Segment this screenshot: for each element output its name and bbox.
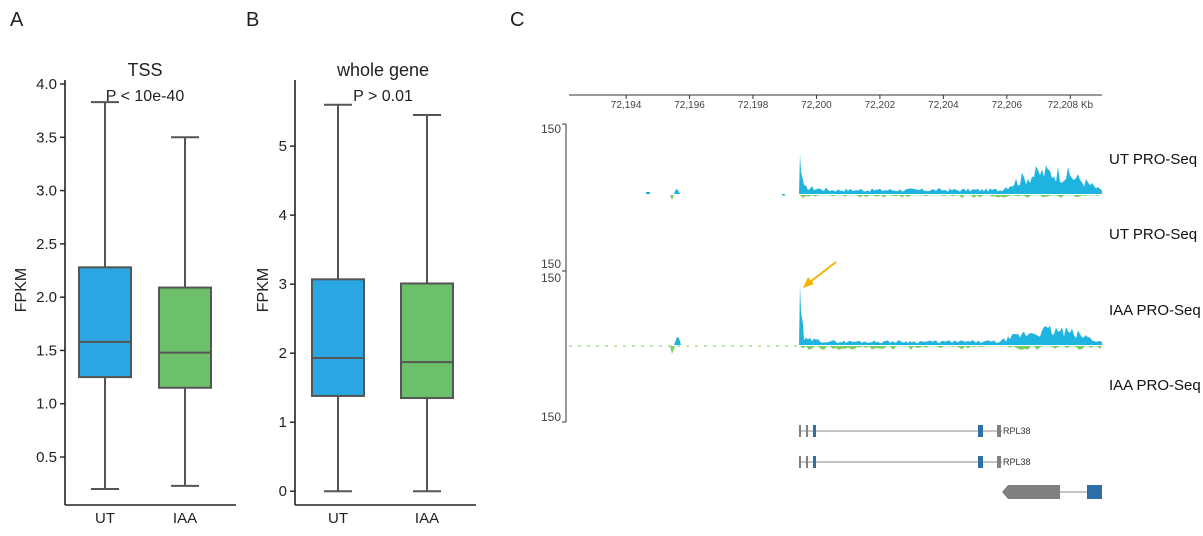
box-iaa [158, 136, 212, 487]
y-tick-label: 0 [279, 483, 287, 500]
gene-model-neighbor [1002, 485, 1102, 499]
ruler-tick-label: 72,194 [611, 100, 642, 111]
scale-label: 150 [541, 122, 561, 136]
box-ut [311, 103, 365, 493]
ruler-tick-label: 72,202 [865, 100, 896, 111]
gene-model-rpl38: RPL38 [799, 425, 1031, 437]
y-tick-label: 2.5 [36, 236, 57, 253]
peak-arrow-head [803, 277, 814, 288]
scale-label: 150 [541, 410, 561, 424]
y-tick-label: 3.5 [36, 129, 57, 146]
iqr-box [311, 278, 365, 397]
track-label: UT PRO-Seq [1109, 151, 1197, 168]
ut-plus-strand-signal [797, 154, 1102, 194]
gene-model-rpl38: RPL38 [799, 456, 1031, 468]
box-ut [78, 101, 132, 491]
p-value-annotation: P < 10e-40 [106, 88, 185, 105]
track-label: IAA PRO-Seq [1109, 302, 1201, 319]
iqr-box [400, 282, 454, 400]
ruler-tick-label: 72,196 [674, 100, 705, 111]
gene-label: RPL38 [1003, 426, 1031, 436]
peak-arrow [809, 261, 837, 283]
boxplot-whole-gene: whole gene P > 0.01 FPKM 0 1 2 3 4 5 UT IAA [255, 60, 476, 527]
ruler-tick-label: 72,206 [992, 100, 1023, 111]
ut-minus-strand-signal [797, 195, 1102, 198]
y-tick-label: 1.0 [36, 396, 57, 413]
y-tick-label: 4 [279, 207, 287, 224]
iaa-small-dip [668, 346, 675, 354]
y-tick-label: 5 [279, 138, 287, 155]
box-iaa [400, 114, 454, 493]
scale-label: 150 [541, 271, 561, 285]
ut-small-dip [668, 195, 674, 200]
ruler-tick-label: 72,198 [738, 100, 769, 111]
y-tick-label: 0.5 [36, 449, 57, 466]
iqr-box [158, 286, 212, 389]
ruler-tick-label: 72,208 Kb [1047, 100, 1093, 111]
ut-small-peak [674, 189, 680, 194]
y-tick-label: 1.5 [36, 342, 57, 359]
x-tick-label-iaa: IAA [415, 510, 439, 527]
track-label: UT PRO-Seq [1109, 226, 1197, 243]
y-tick-label: 4.0 [36, 76, 57, 93]
ruler-tick-label: 72,200 [801, 100, 832, 111]
iaa-small-peak [674, 337, 681, 345]
y-tick-label: 3.0 [36, 183, 57, 200]
ut-small-peak [782, 194, 785, 196]
y-tick-label: 2 [279, 345, 287, 362]
y-axis-label: FPKM [255, 268, 272, 312]
iqr-box [78, 266, 132, 379]
y-axis-label: FPKM [13, 268, 30, 312]
x-tick-label-ut: UT [95, 510, 115, 527]
scale-label: 150 [541, 257, 561, 271]
chart-title: TSS [127, 60, 162, 80]
panel-letter-a: A [10, 9, 24, 31]
ut-small-peak [646, 192, 650, 194]
y-tick-label: 1 [279, 414, 287, 431]
y-tick-label: 3 [279, 276, 287, 293]
track-label: IAA PRO-Seq [1109, 377, 1201, 394]
panel-letter-b: B [246, 9, 259, 31]
y-tick-label: 2.0 [36, 289, 57, 306]
p-value-annotation: P > 0.01 [353, 88, 413, 105]
gene-label: RPL38 [1003, 457, 1031, 467]
chart-title: whole gene [336, 60, 429, 80]
genome-browser: 72,194 72,196 72,198 72,200 72,202 72,204 72,2… [541, 94, 1201, 499]
x-tick-label-ut: UT [328, 510, 348, 527]
iaa-minus-strand-signal [797, 346, 1102, 350]
x-tick-label-iaa: IAA [173, 510, 197, 527]
iaa-plus-strand-signal [797, 285, 1102, 345]
boxplot-tss: TSS P < 10e-40 FPKM 0.5 1.0 1.5 2.0 2.5 3.0 3.… [13, 60, 236, 527]
panel-letter-c: C [510, 9, 524, 31]
ruler-tick-label: 72,204 [928, 100, 959, 111]
